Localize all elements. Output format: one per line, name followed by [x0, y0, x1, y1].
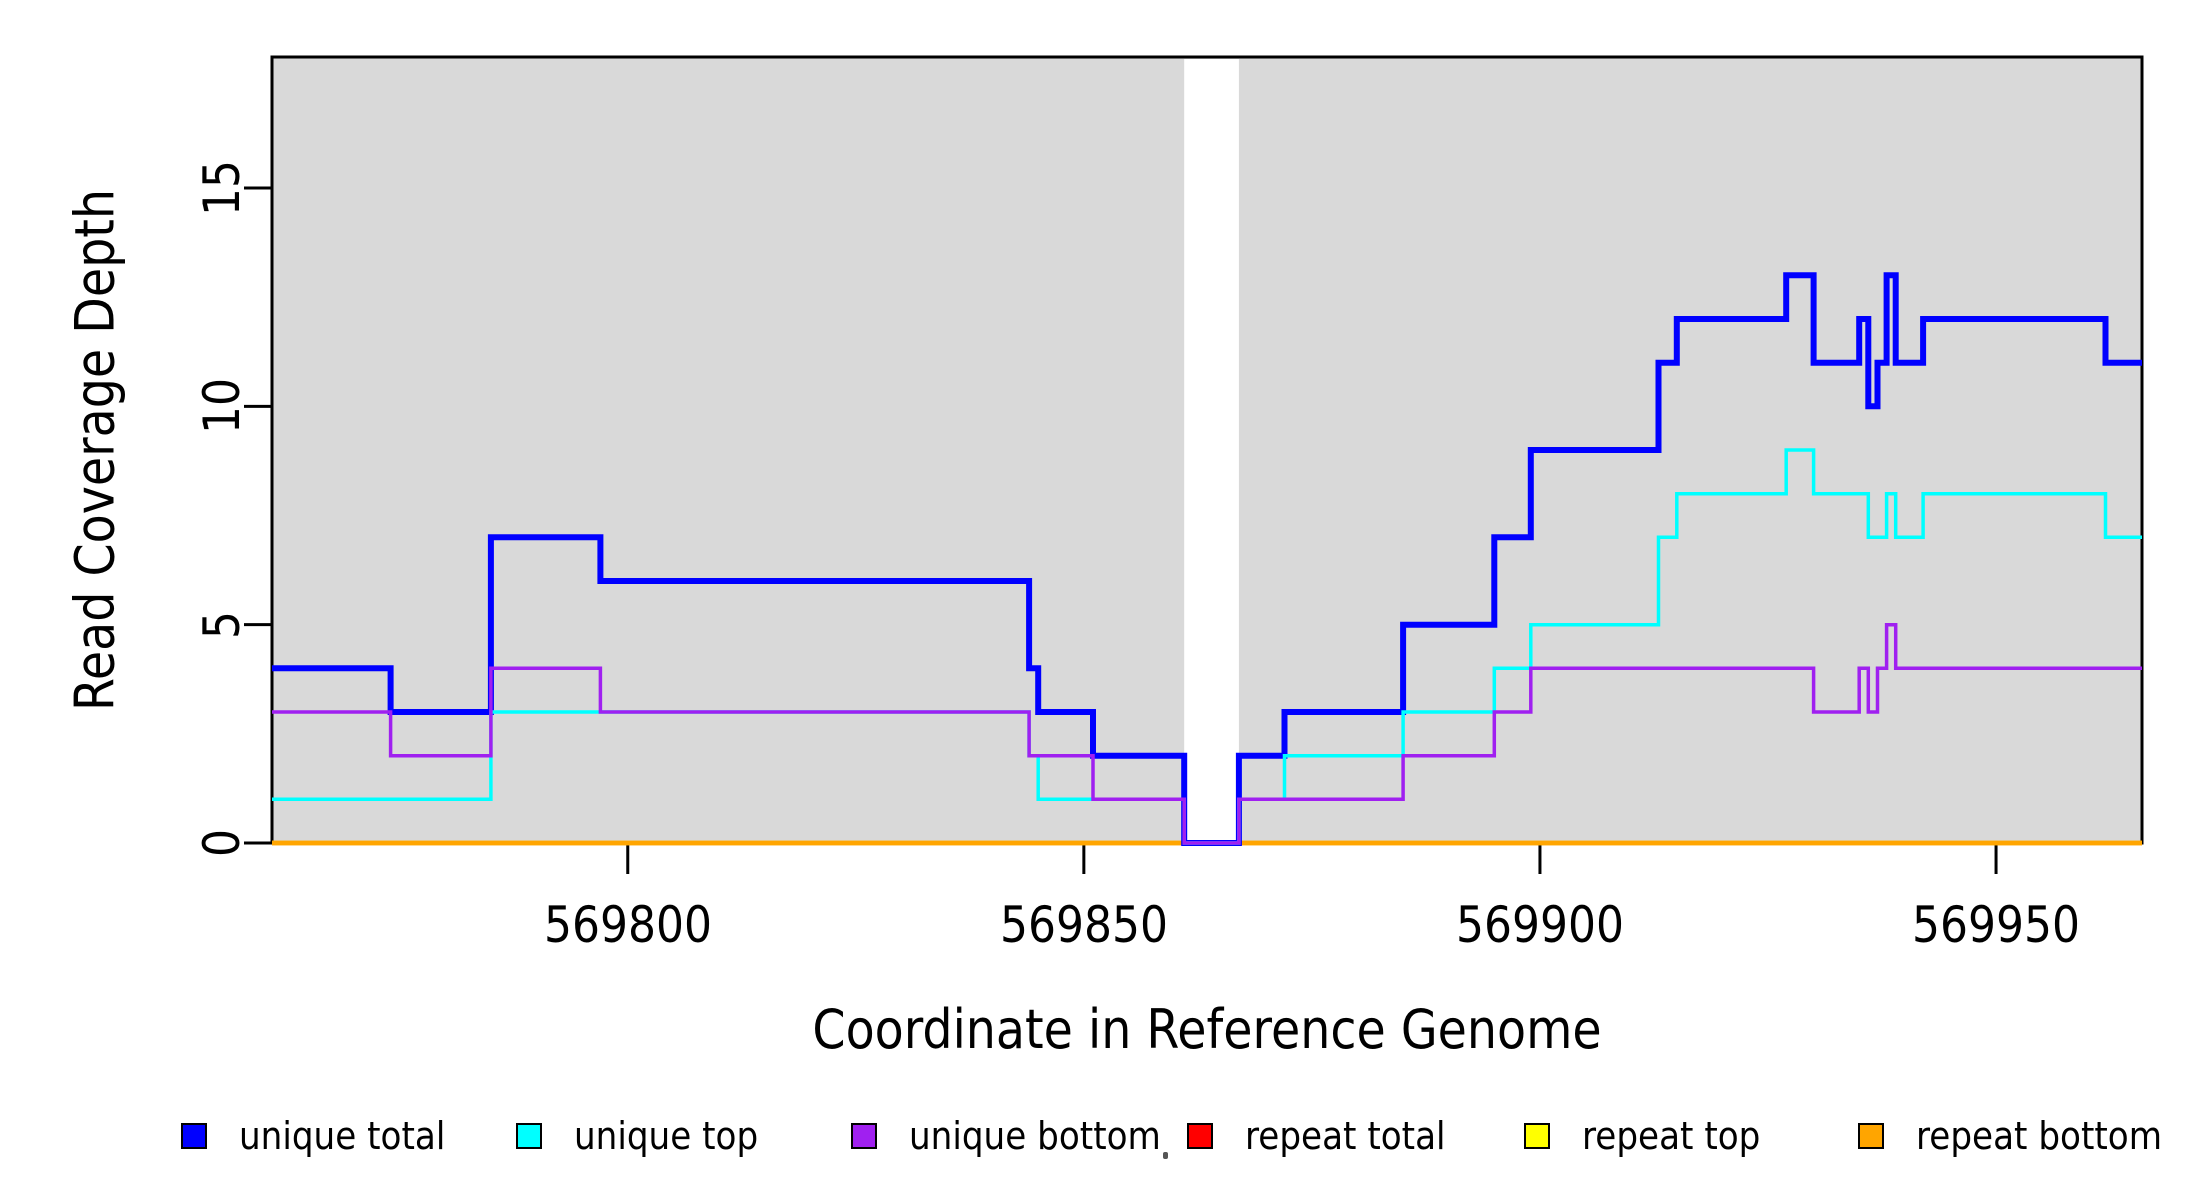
legend-label: repeat bottom	[1916, 1114, 2163, 1158]
coverage-gap-band	[1184, 59, 1239, 843]
y-tick-label: 15	[193, 160, 251, 216]
legend-item-unique-bottom: unique bottom	[851, 1113, 1189, 1159]
x-tick-label: 569950	[1912, 896, 2081, 954]
legend-swatch-unique-top	[516, 1123, 542, 1149]
legend-swatch-unique-bottom	[851, 1123, 877, 1149]
legend-label: repeat total	[1245, 1114, 1446, 1158]
legend-swatch-repeat-total	[1187, 1123, 1213, 1149]
legend-swatch-unique-total	[181, 1123, 207, 1149]
legend-swatch-repeat-top	[1524, 1123, 1550, 1149]
x-axis-title: Coordinate in Reference Genome	[812, 998, 1602, 1061]
series-line-unique-top	[272, 448, 2142, 845]
legend-item-repeat-total: repeat total	[1187, 1113, 1468, 1159]
x-tick-label: 569800	[543, 896, 712, 954]
legend-item-repeat-top: repeat top	[1524, 1113, 1780, 1159]
legend-item-repeat-bottom: repeat bottom	[1858, 1113, 2189, 1159]
legend-swatch-repeat-bottom	[1858, 1123, 1884, 1149]
legend-item-unique-top: unique top	[516, 1113, 779, 1159]
legend-label: unique total	[239, 1114, 446, 1158]
x-tick-label: 569850	[999, 896, 1168, 954]
series-line-unique-bottom	[272, 622, 2142, 845]
legend-label: repeat top	[1582, 1114, 1761, 1158]
legend-label: unique bottom	[909, 1114, 1161, 1158]
y-tick-label: 0	[193, 829, 251, 857]
x-tick-label: 569900	[1455, 896, 1624, 954]
y-tick-label: 5	[193, 610, 251, 639]
legend-item-unique-total: unique total	[181, 1113, 468, 1159]
series-line-unique-total	[272, 272, 2142, 846]
y-axis-title: Read Coverage Depth	[63, 188, 127, 712]
y-tick-label: 10	[193, 378, 251, 435]
legend-label: unique top	[574, 1114, 759, 1158]
stray-mark	[1163, 1152, 1168, 1159]
